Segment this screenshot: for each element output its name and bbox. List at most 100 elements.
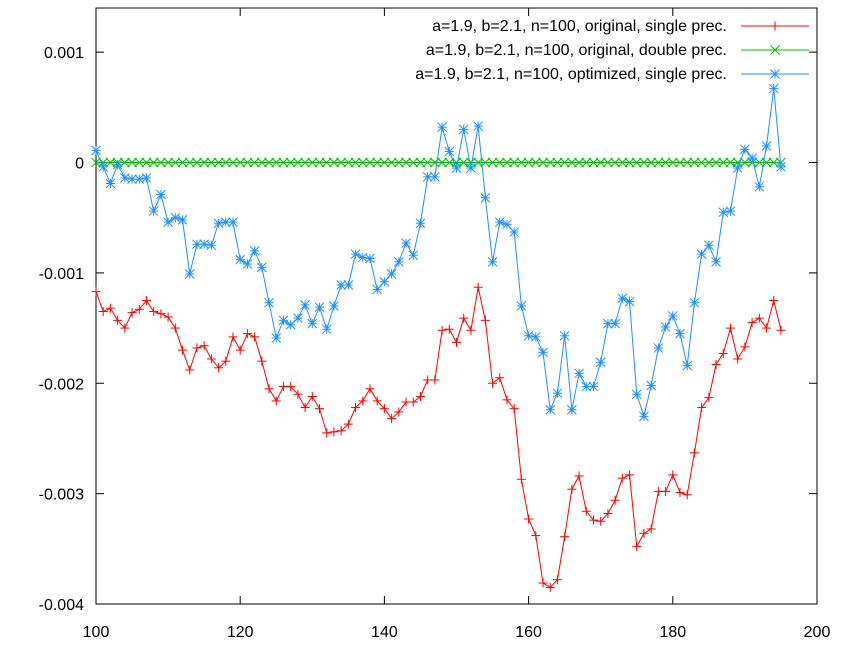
data-point-cross (682, 157, 693, 168)
data-point-star (271, 333, 282, 343)
data-point-star (91, 145, 101, 156)
data-point-star (329, 301, 339, 311)
data-point-plus (639, 528, 649, 538)
data-point-star (624, 296, 635, 307)
data-point-plus (394, 407, 404, 417)
data-point-cross (199, 157, 210, 168)
data-point-cross (393, 157, 404, 168)
data-point-cross (718, 157, 729, 168)
data-point-star (264, 297, 274, 308)
data-point-cross (538, 157, 548, 168)
y-tick-label: -0.001 (39, 266, 84, 283)
data-point-plus (466, 325, 476, 335)
data-point-star (545, 404, 556, 415)
axis-ticks (95, 8, 818, 605)
legend-label: a=1.9, b=2.1, n=100, optimized, single p… (415, 66, 727, 83)
data-point-cross (494, 157, 505, 168)
series-layer (91, 83, 786, 592)
data-point-cross (408, 157, 419, 168)
data-point-star (574, 368, 584, 379)
data-point-plus (531, 531, 541, 541)
data-point-cross (336, 157, 346, 168)
data-point-star (740, 144, 750, 155)
data-point-cross (711, 157, 721, 168)
data-point-cross (264, 157, 274, 168)
data-point-star (430, 172, 440, 182)
data-point-plus (437, 325, 447, 335)
data-point-plus (754, 313, 764, 323)
data-point-plus (358, 396, 368, 406)
plot-frame (95, 7, 818, 605)
data-point-star (711, 256, 721, 267)
data-point-cross (689, 157, 700, 168)
data-point-cross (588, 157, 599, 168)
data-point-cross (192, 157, 202, 168)
data-point-plus (718, 348, 728, 358)
data-point-star (610, 318, 620, 329)
data-point-plus (646, 524, 656, 534)
data-point-cross (134, 157, 145, 168)
data-point-cross (314, 157, 325, 168)
data-point-cross (163, 157, 173, 168)
data-point-plus (351, 403, 361, 413)
data-point-cross (105, 157, 116, 168)
data-point-star (689, 297, 700, 308)
data-point-star (192, 239, 202, 250)
data-point-plus (711, 359, 721, 369)
data-point-plus (163, 312, 173, 322)
data-point-plus (199, 341, 209, 351)
data-point-plus (365, 384, 375, 394)
data-point-plus (343, 419, 353, 429)
data-point-star (437, 122, 447, 133)
data-point-star (487, 256, 498, 267)
data-point-plus (567, 484, 577, 494)
data-point-plus (271, 396, 281, 406)
data-point-cross (422, 157, 433, 168)
data-point-cross (278, 157, 289, 168)
data-point-plus (459, 313, 469, 323)
data-point-star (365, 253, 375, 264)
data-point-star (148, 206, 159, 216)
data-point-star (293, 313, 303, 323)
data-point-cross (119, 157, 130, 168)
data-point-star (249, 245, 260, 256)
data-point-cross (552, 157, 563, 168)
series-line (95, 287, 782, 589)
data-point-plus (632, 542, 642, 552)
data-point-plus (214, 363, 224, 373)
data-point-cross (170, 157, 181, 168)
data-point-star (350, 249, 361, 259)
data-point-plus (257, 356, 267, 366)
y-tick-label: 0.001 (44, 45, 84, 62)
data-point-cross (256, 157, 267, 168)
data-point-plus (185, 365, 195, 375)
data-point-cross (242, 157, 253, 168)
data-point-star (112, 159, 123, 170)
x-tick-label: 140 (371, 624, 398, 641)
data-point-plus (725, 323, 735, 333)
data-point-plus (300, 403, 310, 413)
data-point-plus (228, 332, 238, 342)
data-point-star (639, 411, 649, 422)
data-point-star (754, 181, 765, 192)
data-point-plus (149, 307, 159, 317)
data-point-star (415, 218, 426, 229)
data-point-cross (639, 157, 649, 168)
data-point-plus (524, 514, 534, 524)
data-point-cross (696, 157, 707, 168)
data-point-cross (235, 157, 246, 168)
data-point-cross (581, 157, 592, 168)
data-point-cross (617, 157, 628, 168)
y-tick-label: -0.004 (39, 597, 84, 614)
data-point-star (336, 280, 346, 290)
data-point-cross (329, 157, 339, 168)
data-point-star (509, 227, 520, 237)
data-point-cross (770, 45, 780, 55)
data-point-star (538, 347, 548, 358)
data-point-plus (545, 582, 555, 592)
data-point-cross (545, 157, 556, 168)
data-point-star (747, 153, 757, 163)
data-point-cross (156, 157, 166, 168)
data-point-plus (315, 404, 325, 414)
